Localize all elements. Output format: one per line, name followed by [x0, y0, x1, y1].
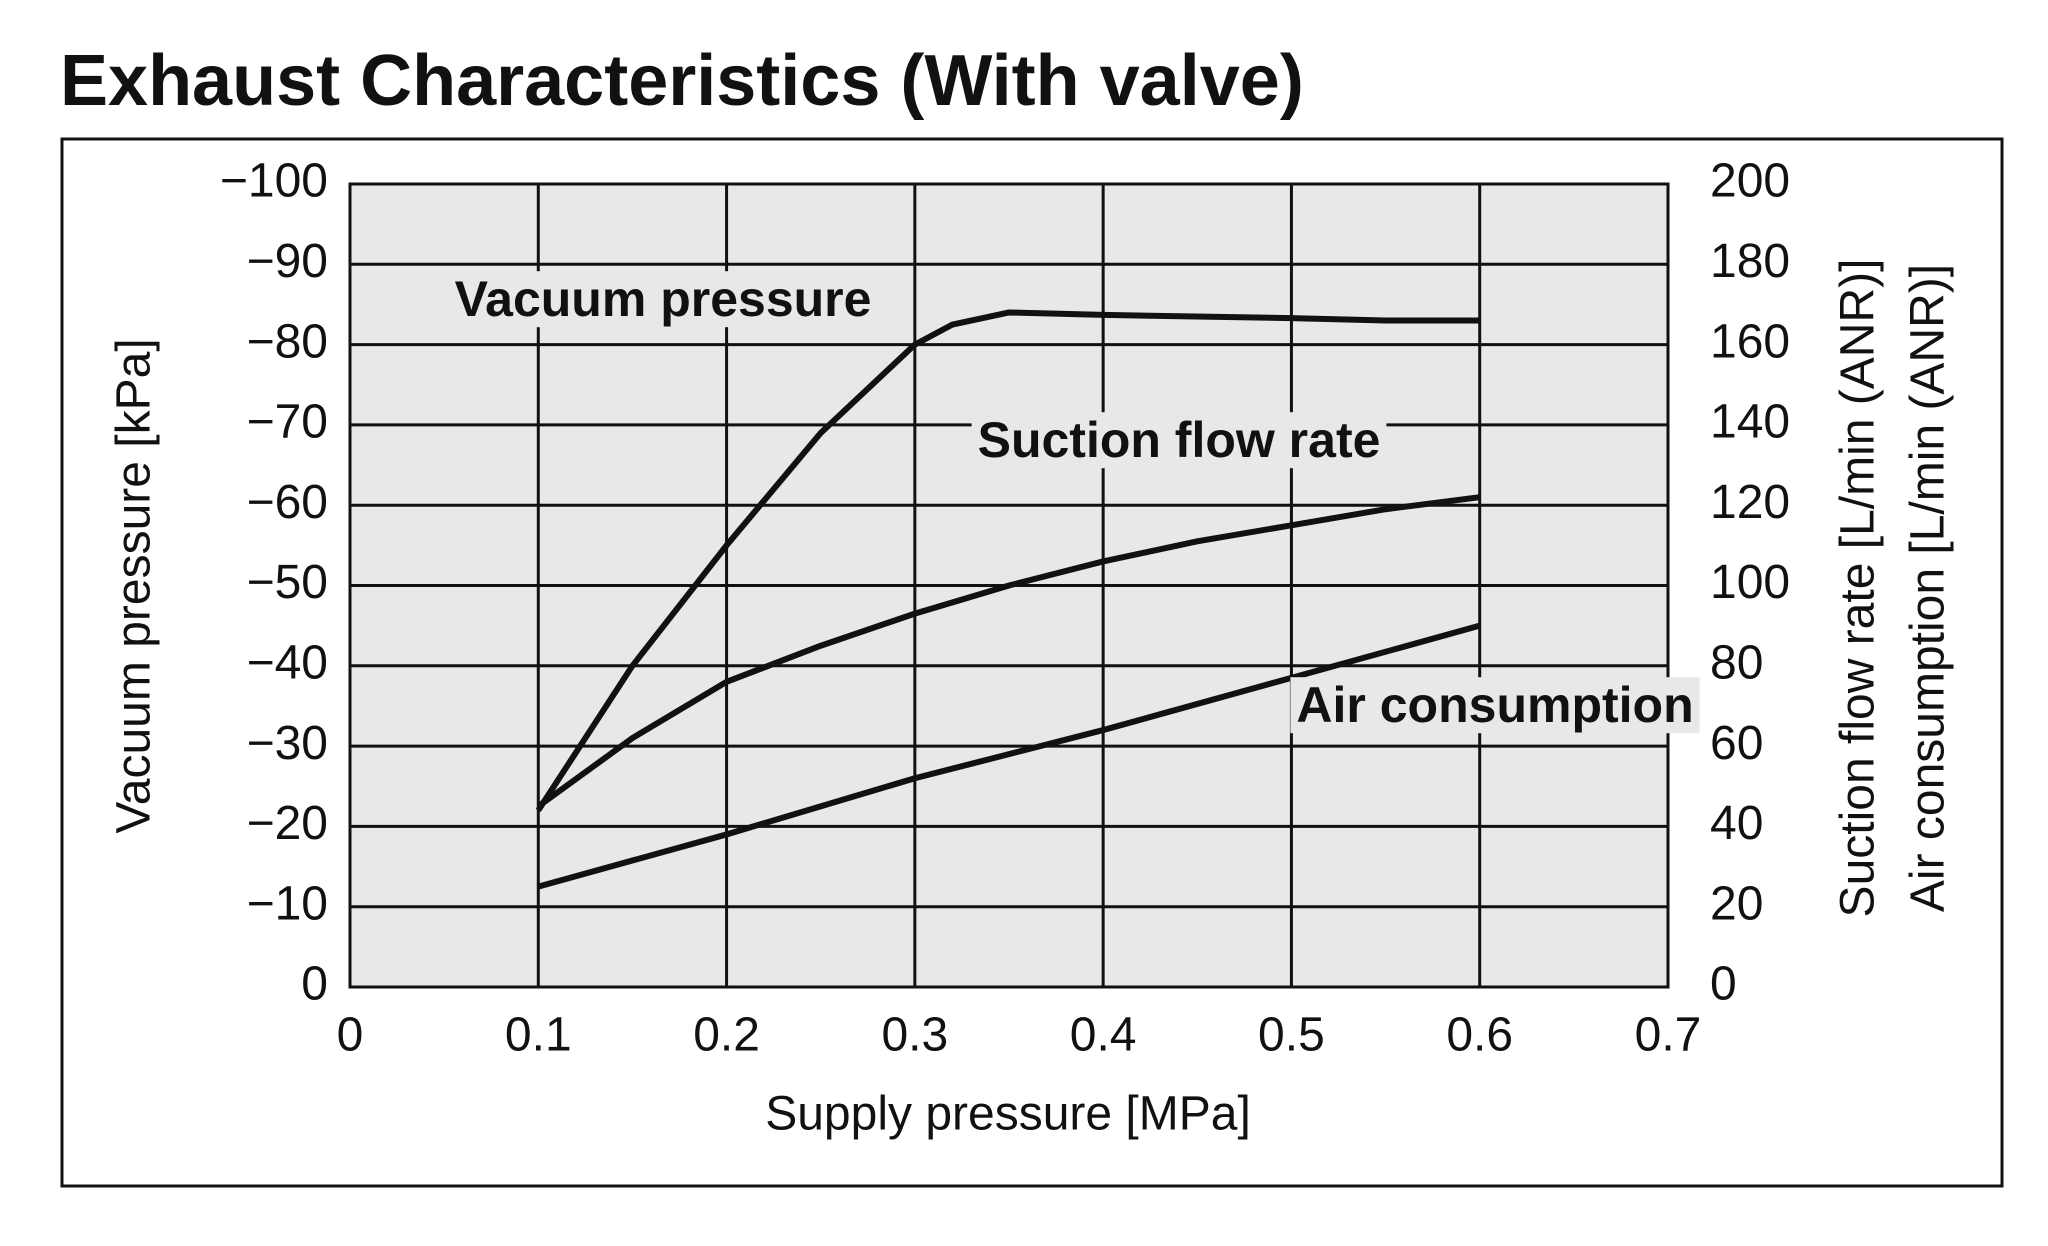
frame	[60, 137, 2004, 1188]
y-tick-label: −50	[247, 556, 328, 609]
y2-tick-label: 160	[1710, 315, 1790, 368]
y2-tick-label: 80	[1710, 636, 1763, 689]
y-tick-label: −90	[247, 235, 328, 288]
x-tick-label: 0.5	[1258, 1009, 1325, 1062]
x-tick-label: 0.4	[1070, 1009, 1137, 1062]
y2-axis-label: Air consumption [L/min (ANR)]	[1902, 264, 1955, 912]
y-tick-label: −80	[247, 315, 328, 368]
y-tick-label: −30	[247, 717, 328, 770]
y-tick-label: −70	[247, 396, 328, 449]
y-tick-label: −10	[247, 877, 328, 930]
y2-tick-label: 60	[1710, 717, 1763, 770]
y-tick-label: −100	[220, 155, 328, 208]
y-axis-label: Vacuum pressure [kPa]	[108, 338, 161, 833]
y-tick-label: −40	[247, 636, 328, 689]
series-label-bg	[1290, 677, 1700, 734]
y2-tick-label: 20	[1710, 877, 1763, 930]
y2-tick-label: 180	[1710, 235, 1790, 288]
y-tick-label: −60	[247, 476, 328, 529]
y2-tick-label: 40	[1710, 797, 1763, 850]
x-tick-label: 0.3	[881, 1009, 948, 1062]
series-label-bg	[448, 271, 878, 328]
y2-tick-label: 0	[1710, 958, 1737, 1011]
x-axis-label: Supply pressure [MPa]	[765, 1088, 1251, 1141]
chart-title: Exhaust Characteristics (With valve)	[60, 41, 1304, 121]
y-tick-label: 0	[301, 958, 328, 1011]
y2-axis-label: Suction flow rate [L/min (ANR)]	[1832, 259, 1885, 918]
line-series	[536, 494, 1481, 809]
series-label-bg	[971, 412, 1387, 469]
line-series	[535, 309, 1480, 812]
x-tick-label: 0.7	[1635, 1009, 1702, 1062]
line-series	[537, 622, 1481, 890]
x-tick-label: 0	[337, 1009, 364, 1062]
y2-tick-label: 200	[1710, 155, 1790, 208]
series-label: Suction flow rate	[978, 412, 1381, 468]
x-tick-label: 0.2	[693, 1009, 760, 1062]
x-tick-label: 0.6	[1446, 1009, 1513, 1062]
x-tick-label: 0.1	[505, 1009, 572, 1062]
plot-border	[348, 182, 1670, 989]
y2-tick-label: 100	[1710, 556, 1790, 609]
series-label: Vacuum pressure	[455, 271, 872, 327]
y2-tick-label: 120	[1710, 476, 1790, 529]
y2-tick-label: 140	[1710, 396, 1790, 449]
y-tick-label: −20	[247, 797, 328, 850]
series-label: Air consumption	[1296, 677, 1693, 733]
